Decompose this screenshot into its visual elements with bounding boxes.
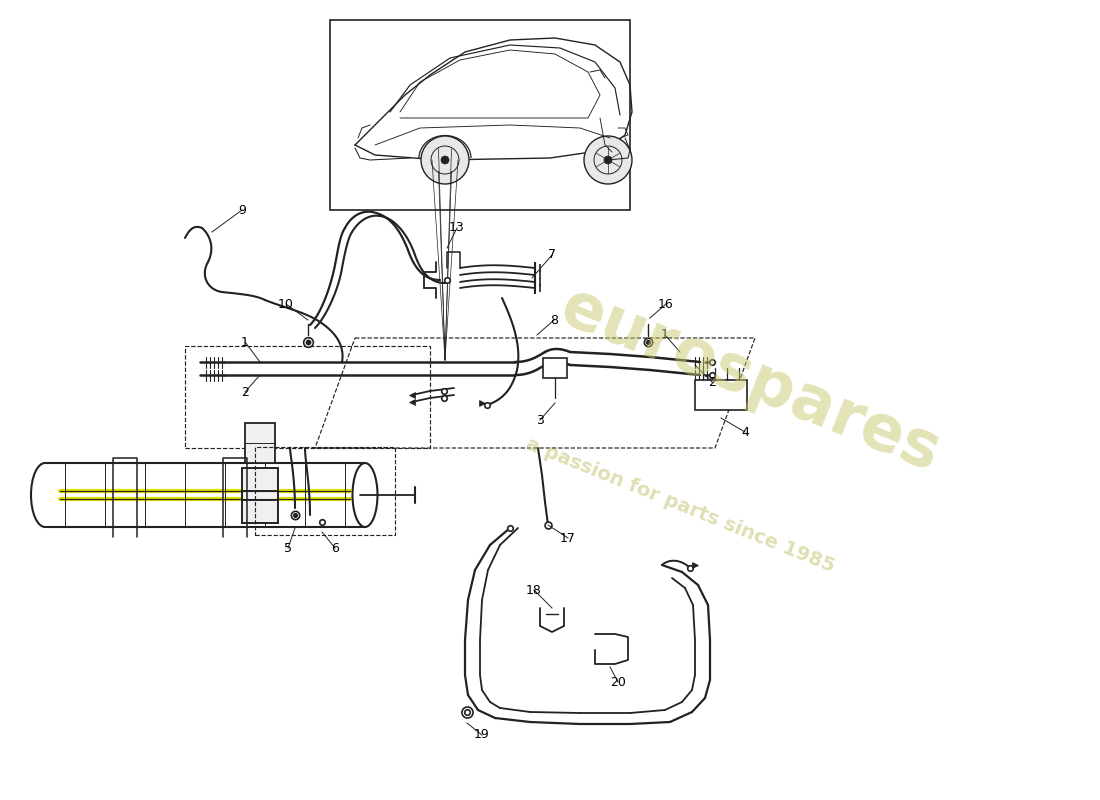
Text: eurospares: eurospares (551, 275, 949, 485)
Bar (543, 358, 566, 378)
Bar (695, 380, 747, 410)
Text: 2: 2 (708, 375, 716, 389)
Text: 20: 20 (610, 675, 626, 689)
Circle shape (604, 156, 612, 164)
Text: 2: 2 (241, 386, 249, 398)
Text: 13: 13 (449, 222, 465, 234)
Text: a passion for parts since 1985: a passion for parts since 1985 (522, 434, 837, 576)
Text: 1: 1 (661, 329, 669, 342)
Text: 4: 4 (741, 426, 749, 438)
Text: 9: 9 (238, 203, 246, 217)
Bar (185, 346, 430, 448)
Text: 18: 18 (526, 583, 542, 597)
Polygon shape (400, 50, 600, 118)
Bar (242, 467, 278, 522)
Bar (245, 423, 275, 463)
Text: 7: 7 (548, 249, 556, 262)
Text: 8: 8 (550, 314, 558, 326)
Text: 1: 1 (241, 335, 249, 349)
Text: 16: 16 (658, 298, 674, 310)
Circle shape (584, 136, 632, 184)
Text: 10: 10 (278, 298, 294, 310)
Text: 3: 3 (536, 414, 543, 426)
Bar (330, 20, 630, 210)
Text: 17: 17 (560, 531, 576, 545)
Text: 19: 19 (474, 729, 490, 742)
Text: 5: 5 (284, 542, 292, 554)
Circle shape (441, 156, 449, 164)
Text: 6: 6 (331, 542, 339, 554)
Bar (255, 447, 395, 535)
Circle shape (421, 136, 469, 184)
